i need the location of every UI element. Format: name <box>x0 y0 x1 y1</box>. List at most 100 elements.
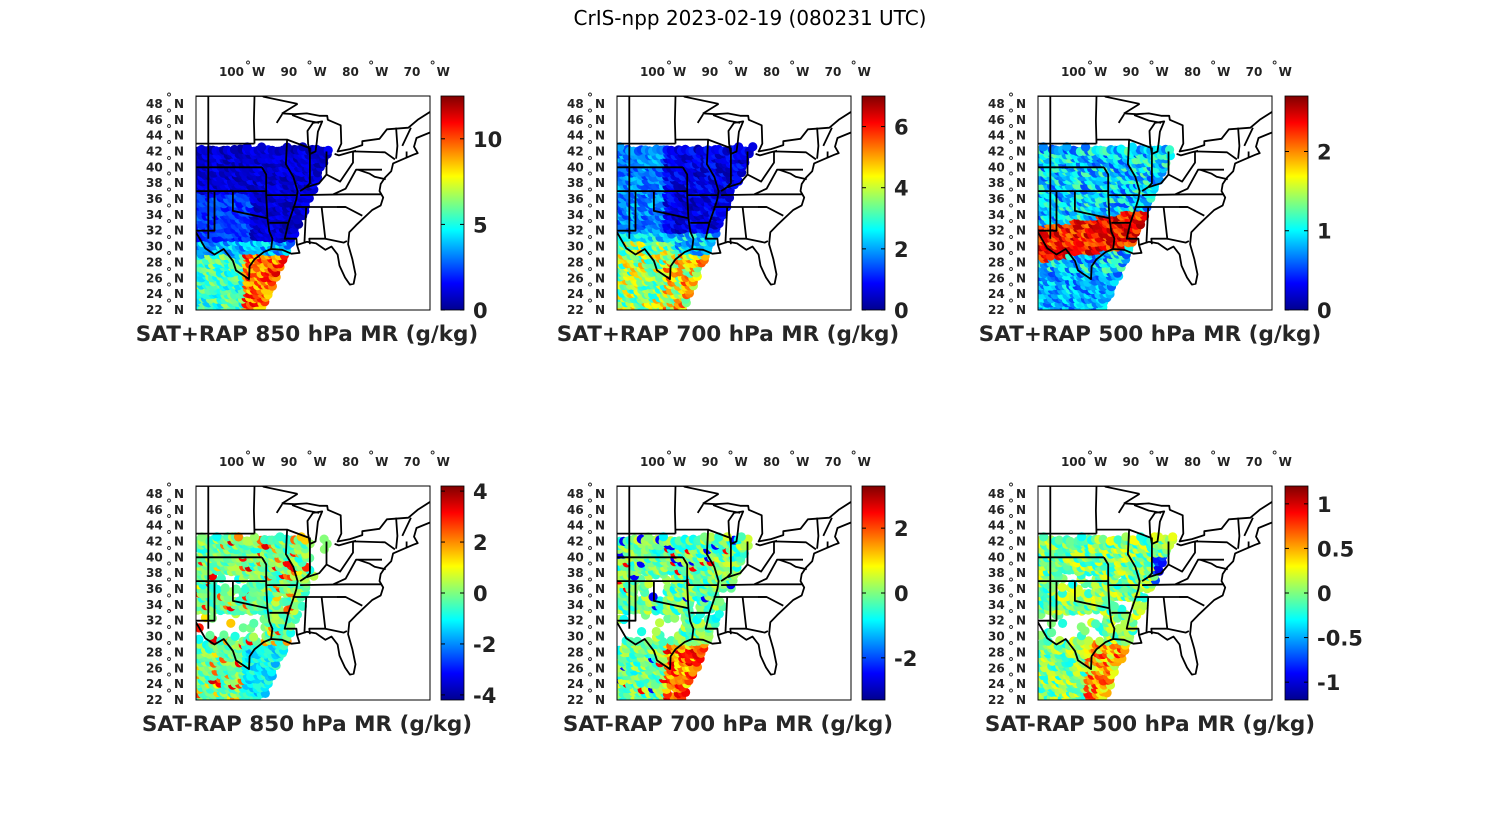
state-boundary <box>1103 166 1116 250</box>
degree-mark: ° <box>166 592 172 606</box>
retrieval-swath <box>196 532 332 700</box>
lat-tick-label: 46 <box>567 113 584 127</box>
degree-mark: ° <box>166 639 172 653</box>
state-boundary <box>232 581 267 609</box>
lat-tick-label: 30 <box>146 630 163 644</box>
degree-mark: ° <box>166 297 172 311</box>
degree-mark: ° <box>666 59 672 73</box>
retrieval-point <box>257 142 267 152</box>
state-boundary <box>1125 139 1141 246</box>
state-boundary <box>299 147 311 192</box>
lat-hemisphere: N <box>595 192 605 206</box>
degree-mark: ° <box>166 624 172 638</box>
lat-tick-label: 32 <box>988 224 1005 238</box>
lat-tick-label: 42 <box>567 144 584 158</box>
lat-hemisphere: N <box>595 129 605 143</box>
degree-mark: ° <box>587 202 593 216</box>
state-boundary <box>303 206 308 244</box>
degree-mark: ° <box>1008 91 1014 105</box>
lat-tick-label: 26 <box>567 271 584 285</box>
degree-mark: ° <box>1008 186 1014 200</box>
lon-hemisphere: W <box>252 65 265 79</box>
colorbar-tick-label: 2 <box>1317 140 1332 164</box>
state-boundary <box>261 556 274 640</box>
state-boundary <box>1095 96 1098 144</box>
state-boundary <box>308 206 327 245</box>
state-boundary <box>1199 168 1228 181</box>
retrieval-point <box>714 609 724 619</box>
retrieval-point <box>670 613 680 623</box>
degree-mark: ° <box>166 123 172 137</box>
retrieval-point <box>323 145 333 155</box>
lat-tick-label: 32 <box>567 224 584 238</box>
degree-mark: ° <box>1008 154 1014 168</box>
lat-hemisphere: N <box>174 645 184 659</box>
retrieval-point <box>233 532 244 542</box>
panel-sat-minus-rap-700: 100 ° W 90 ° W 80 ° W 70 ° W48 ° N46 ° N44 ° N42 ° N40 ° N38 °… <box>563 449 917 737</box>
lon-hemisphere: W <box>375 65 388 79</box>
state-boundary <box>674 138 730 149</box>
degree-mark: ° <box>166 138 172 152</box>
degree-mark: ° <box>1272 59 1278 73</box>
state-boundary <box>303 596 308 634</box>
coastline <box>617 131 851 286</box>
retrieval-point <box>1165 145 1175 155</box>
colorbar-tick-label: 4 <box>894 177 909 201</box>
state-boundary <box>1174 168 1224 196</box>
lon-hemisphere: W <box>1156 65 1169 79</box>
degree-mark: ° <box>307 59 313 73</box>
degree-mark: ° <box>166 528 172 542</box>
lat-hemisphere: N <box>174 503 184 517</box>
lon-tick-label: 100 <box>219 65 244 79</box>
lat-hemisphere: N <box>174 582 184 596</box>
lat-hemisphere: N <box>174 661 184 675</box>
retrieval-point <box>651 626 661 637</box>
lat-tick-label: 28 <box>567 255 584 269</box>
state-boundary <box>1123 111 1272 153</box>
retrieval-point <box>748 142 758 152</box>
lat-tick-label: 44 <box>146 519 163 533</box>
state-boundary <box>291 114 320 124</box>
lon-hemisphere: W <box>314 455 327 469</box>
state-boundary <box>727 151 749 188</box>
lon-tick-label: 90 <box>702 65 719 79</box>
coastline <box>196 131 430 286</box>
degree-mark: ° <box>166 481 172 495</box>
state-boundary <box>306 120 324 155</box>
state-boundary <box>283 529 299 636</box>
retrieval-point <box>230 631 240 642</box>
degree-mark: ° <box>166 544 172 558</box>
state-boundary <box>395 127 399 159</box>
degree-mark: ° <box>1008 107 1014 121</box>
state-boundary <box>253 96 256 144</box>
state-boundary <box>816 127 820 159</box>
state-boundary <box>196 96 298 105</box>
retrieval-point <box>1062 142 1072 152</box>
state-boundary <box>326 541 354 573</box>
state-boundary <box>1038 191 1058 232</box>
lat-hemisphere: N <box>595 144 605 158</box>
lat-tick-label: 30 <box>146 240 163 254</box>
colorbar <box>440 95 465 311</box>
state-boundary <box>353 540 396 551</box>
lat-hemisphere: N <box>174 271 184 285</box>
lon-tick-label: 70 <box>404 455 421 469</box>
panel-sat-rap-700: 100 ° W 90 ° W 80 ° W 70 ° W48 ° N46 ° N44 ° N42 ° N40 ° N38 °… <box>557 59 909 347</box>
degree-mark: ° <box>1008 218 1014 232</box>
degree-mark: ° <box>166 107 172 121</box>
degree-mark: ° <box>1008 234 1014 248</box>
degree-mark: ° <box>166 576 172 590</box>
degree-mark: ° <box>1008 123 1014 137</box>
state-boundary <box>1095 138 1151 149</box>
retrieval-point <box>248 632 259 642</box>
lat-hemisphere: N <box>174 113 184 127</box>
lat-tick-label: 44 <box>146 129 163 143</box>
retrieval-point <box>637 627 647 637</box>
degree-mark: ° <box>587 91 593 105</box>
lat-tick-label: 36 <box>988 192 1005 206</box>
lat-tick-label: 26 <box>988 271 1005 285</box>
state-boundary <box>1141 147 1153 192</box>
map-outline <box>196 486 430 676</box>
state-boundary <box>281 103 299 115</box>
lat-tick-label: 46 <box>146 503 163 517</box>
